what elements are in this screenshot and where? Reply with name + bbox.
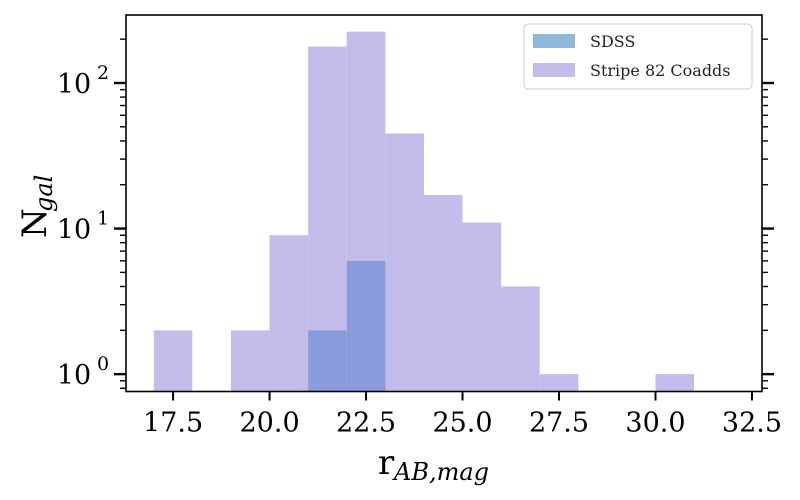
legend-swatch-stripe82 [533,63,575,77]
y-tick-label-exp: 2 [97,62,109,84]
stripe82-bar-6 [423,195,463,392]
y-tick-label-exp: 0 [97,353,109,375]
y-tick-label-0: 10 0 [57,353,109,391]
sdss-bars [308,260,386,392]
y-axis-label-main: N [15,208,55,238]
stripe82-bar-7 [462,222,502,392]
stripe82-bar-2 [269,235,309,392]
stripe82-bar-10 [655,374,695,392]
axes [125,14,763,393]
x-tick-label-5: 30.0 [625,408,685,439]
y-axis-label: N gal [15,175,58,238]
stripe82-bar-0 [153,330,193,392]
x-axis-label-main: r [378,443,395,483]
x-tick-label-1: 20.0 [240,408,300,439]
x-tick-label-0: 17.5 [143,408,203,439]
y-tick-label-base: 10 [57,360,91,391]
stripe82-bar-8 [501,286,540,392]
legend-label-sdss: SDSS [590,32,635,51]
y-axis-label-sub: gal [30,175,58,212]
legend-label-stripe82: Stripe 82 Coadds [590,61,731,80]
y-tick-label-base: 10 [57,215,91,246]
x-axis-label-sub: AB,mag [392,458,489,486]
x-tick-label-2: 22.5 [336,408,396,439]
x-axis-label: r AB,mag [378,443,489,486]
ticks: 17.5 20.0 22.5 25.0 27.5 30.0 32.5 10 0 10 1 10 2 [57,38,782,439]
stripe82-bar-9 [539,374,579,392]
legend-swatch-sdss [533,34,575,48]
sdss-bar-1 [346,260,386,392]
sdss-bar-0 [308,330,347,392]
x-tick-label-4: 27.5 [529,408,589,439]
legend: SDSS Stripe 82 Coadds [523,23,753,90]
plot-frame [125,14,763,393]
stripe82-bar-5 [385,133,424,392]
y-tick-label-1: 10 1 [57,208,109,246]
y-tick-label-2: 10 2 [57,62,109,100]
legend-frame [523,23,753,90]
y-tick-label-exp: 1 [97,208,109,230]
x-tick-label-3: 25.0 [432,408,492,439]
x-tick-label-6: 32.5 [722,408,782,439]
y-tick-label-base: 10 [57,69,91,100]
stripe82-bar-1 [230,330,270,392]
